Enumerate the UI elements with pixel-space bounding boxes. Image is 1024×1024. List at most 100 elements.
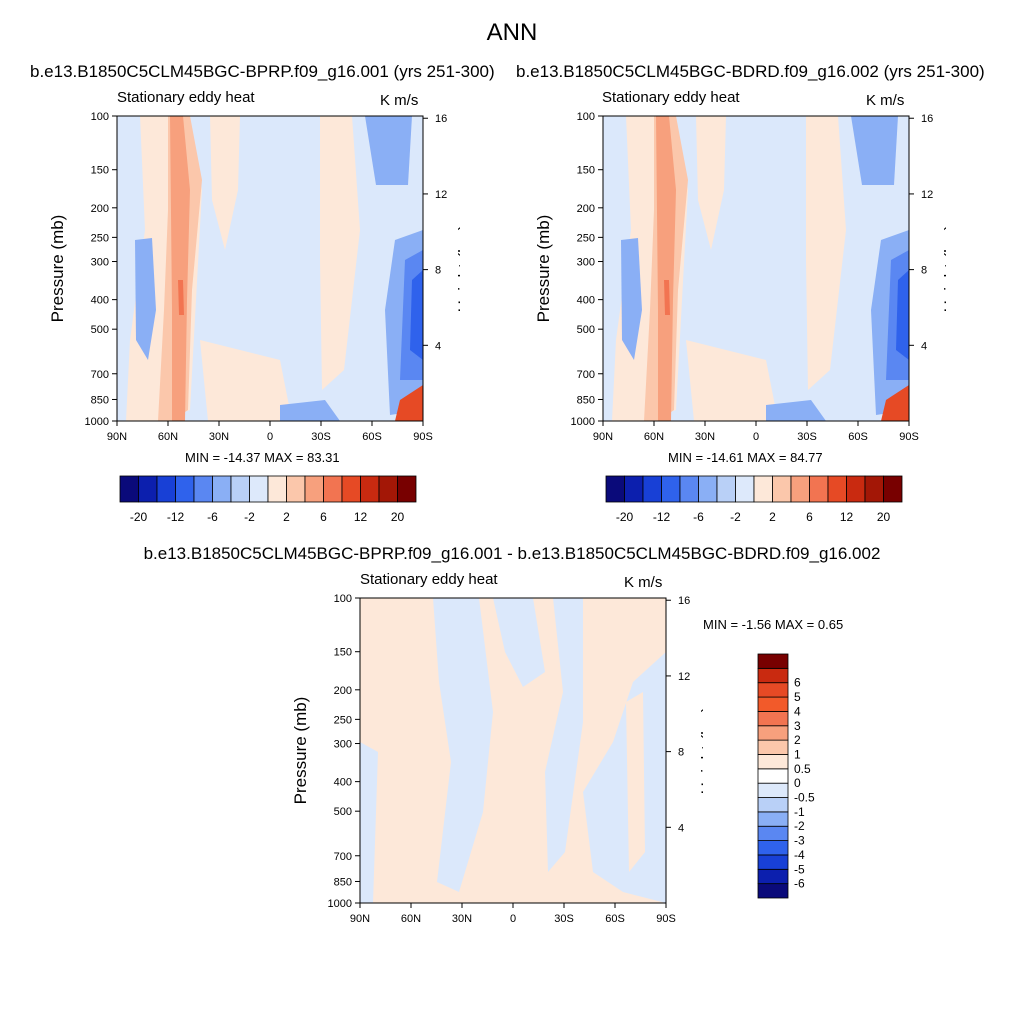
panel-b-pressure-tick-label: 700 <box>577 369 595 381</box>
panel-a-colorbar-swatch <box>341 475 361 503</box>
panel-a-colorbar-label: -12 <box>167 510 185 524</box>
panel-b-height-tick-label: 8 <box>921 265 927 277</box>
panel-a-colorbar-swatch <box>156 475 176 503</box>
panel-c-cool-band-2 <box>493 598 545 687</box>
panel-a-pressure-axis-title: Pressure (mb) <box>48 215 67 323</box>
panel-a-colorbar-label: 6 <box>320 510 327 524</box>
panel-c-cool-band-3 <box>545 598 583 872</box>
panel-c-pressure-tick-label: 100 <box>334 593 352 605</box>
panel-b-case-title: b.e13.B1850C5CLM45BGC-BDRD.f09_g16.002 (… <box>516 62 985 81</box>
panel-a-lat-tick-label: 90N <box>107 431 127 443</box>
panel-b-height-axis-title: Height (km) <box>941 225 946 313</box>
panel-a-colorbar-swatch <box>397 475 417 503</box>
panel-c-colorbar-label: 3 <box>794 719 801 733</box>
panel-c-colorbar-label: -4 <box>794 848 805 862</box>
panel-a-pressure-tick-label: 850 <box>91 394 109 406</box>
panel-b-colorbar-label: 6 <box>806 510 813 524</box>
panel-b-pressure-tick-label: 200 <box>577 203 595 215</box>
panel-a-height-tick-label: 8 <box>435 265 441 277</box>
panel-c-colorbar-swatch <box>757 667 789 684</box>
panel-a-pressure-tick-label: 500 <box>91 324 109 336</box>
panel-a-colorbar-swatch <box>230 475 250 503</box>
panel-c-lat-tick-label: 30S <box>554 913 574 925</box>
panel-c-pressure-tick-label: 300 <box>334 739 352 751</box>
panel-b-height-tick-label: 12 <box>921 189 933 201</box>
panel-c-units: K m/s <box>624 574 663 591</box>
panel-c-colorbar-label: 0.5 <box>794 762 811 776</box>
panel-c-case-title: b.e13.B1850C5CLM45BGC-BPRP.f09_g16.001 -… <box>143 544 881 563</box>
panel-a-colorbar-swatch <box>267 475 287 503</box>
panel-b-colorbar-swatch <box>790 475 810 503</box>
panel-b-colorbar-swatch <box>809 475 829 503</box>
panel-a-warm-peak <box>178 280 184 315</box>
panel-c-pressure-tick-label: 1000 <box>328 898 352 910</box>
panel-c-minmax: MIN = -1.56 MAX = 0.65 <box>703 617 844 632</box>
panel-b-pressure-tick-label: 300 <box>577 257 595 269</box>
panel-c-svg: 100 150 200 250 300 400 500 700 850 1000 4 8 12 16 90N… <box>291 593 717 925</box>
panel-c-colorbar-swatch <box>757 754 789 770</box>
panel-a-colorbar-svg: -20 -12 -6 -2 2 6 12 20 <box>119 475 417 524</box>
panel-c-colorbar-label: 0 <box>794 776 801 790</box>
panel-c-colorbar-swatch <box>757 825 789 841</box>
panel-c-colorbar-label: 2 <box>794 733 801 747</box>
panel-a-colorbar-swatch <box>175 475 195 503</box>
panel-b-minmax: MIN = -14.61 MAX = 84.77 <box>668 450 823 465</box>
panel-a-svg: 100 150 200 250 300 400 500 700 850 1000 4 8 12 16 90N… <box>48 111 474 443</box>
panel-c-lat-tick-label: 60N <box>401 913 421 925</box>
panel-a-colorbar-label: -20 <box>130 510 148 524</box>
panel-c-colorbar-label: 1 <box>794 747 801 761</box>
panel-a-antarctic-warm <box>395 385 423 421</box>
panel-b-lat-tick-label: 30N <box>695 431 715 443</box>
panel-c-cool-band-4 <box>583 652 666 903</box>
panel-b-colorbar-label: 2 <box>769 510 776 524</box>
panel-c-colorbar-label: -6 <box>794 877 805 891</box>
panel-c-colorbar-swatch <box>757 682 789 698</box>
panel-c-colorbar-label: -0.5 <box>794 791 815 805</box>
panel-c-colorbar-swatch <box>757 768 789 784</box>
panel-b-colorbar-swatch <box>772 475 792 503</box>
panel-b-colorbar-swatch <box>846 475 866 503</box>
panel-a-pressure-tick-label: 400 <box>91 295 109 307</box>
panel-c-field-label: Stationary eddy heat <box>360 571 498 588</box>
panel-c-lat-tick-label: 90N <box>350 913 370 925</box>
panel-c-lat-tick-label: 60S <box>605 913 625 925</box>
panel-a-case-title: b.e13.B1850C5CLM45BGC-BPRP.f09_g16.001 (… <box>30 62 495 81</box>
panel-c-colorbar-swatch <box>757 782 789 798</box>
panel-b-colorbar-swatch <box>883 475 903 503</box>
panel-b-svg: 100 150 200 250 300 400 500 700 850 1000 4 8 12 16 90N… <box>534 111 960 443</box>
panel-a-pressure-tick-label: 1000 <box>85 416 109 428</box>
panel-b-pressure-tick-label: 250 <box>577 232 595 244</box>
panel-b-lat-tick-label: 60S <box>848 431 868 443</box>
panel-b-colorbar-label: -6 <box>693 510 704 524</box>
panel-b-pressure-tick-label: 1000 <box>571 416 595 428</box>
panel-c-colorbar-label: 6 <box>794 676 801 690</box>
panel-c-colorbar-swatch <box>757 854 789 870</box>
panel-b-colorbar-label: 12 <box>840 510 854 524</box>
panel-c-pressure-tick-label: 150 <box>334 647 352 659</box>
panel-b-antarctic-warm <box>881 385 909 421</box>
panel-a-lat-tick-label: 90S <box>413 431 433 443</box>
panel-b-colorbar-swatch <box>735 475 755 503</box>
panel-a-pressure-tick-label: 200 <box>91 203 109 215</box>
panel-a-warm-patch-lower <box>200 340 292 421</box>
panel-c-pressure-tick-label: 500 <box>334 806 352 818</box>
panel-b-colorbar-swatch <box>864 475 884 503</box>
panel-b-field-label: Stationary eddy heat <box>602 89 740 106</box>
panel-c-colorbar-swatch <box>757 739 789 755</box>
panel-c-colorbar-label: -5 <box>794 862 805 876</box>
panel-a-lat-tick-label: 30N <box>209 431 229 443</box>
panel-b-colorbar-swatch <box>661 475 681 503</box>
panel-a-warm-core <box>170 116 190 421</box>
panel-c-lat-tick-label: 30N <box>452 913 472 925</box>
panel-c-colorbar-label: 5 <box>794 690 801 704</box>
panel-c-pressure-tick-label: 700 <box>334 851 352 863</box>
panel-a-cool-patch-nh <box>135 238 156 360</box>
panel-b-warm-core <box>656 116 676 421</box>
panel-b-colorbar-swatch <box>716 475 736 503</box>
panel-c-colorbar-swatch <box>757 840 789 856</box>
panel-a-antarctic-cool-core <box>410 270 423 360</box>
panel-b-lat-tick-label: 60N <box>644 431 664 443</box>
panel-c-pressure-tick-label: 400 <box>334 777 352 789</box>
panel-c-height-tick-label: 12 <box>678 671 690 683</box>
panel-b-colorbar-label: -2 <box>730 510 741 524</box>
